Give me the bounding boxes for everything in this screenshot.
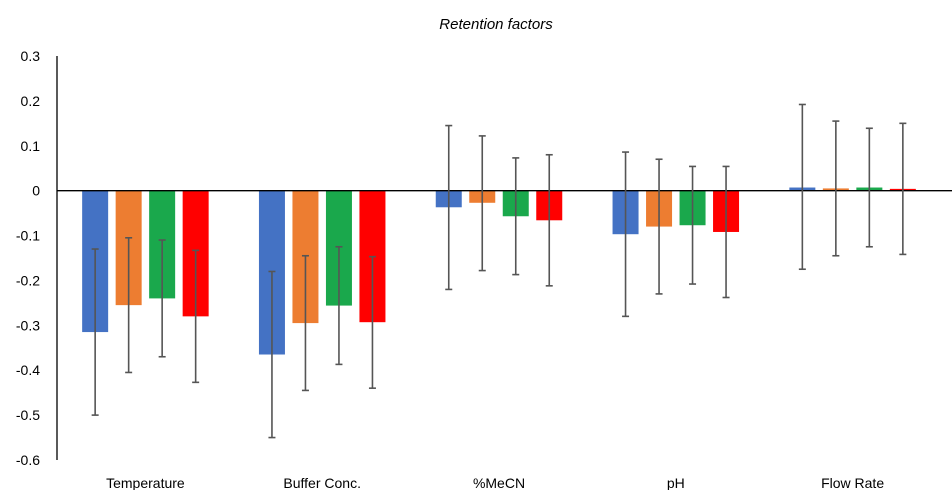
y-tick-label: -0.6 (16, 452, 40, 468)
y-tick-label: -0.4 (16, 362, 40, 378)
x-category-label: pH (667, 475, 685, 490)
y-tick-label: -0.2 (16, 272, 40, 288)
y-tick-label: -0.1 (16, 228, 40, 244)
x-category-label: Temperature (106, 475, 185, 490)
y-tick-label: 0.2 (21, 93, 41, 109)
chart-title: Retention factors (439, 16, 553, 33)
y-tick-label: 0 (32, 183, 40, 199)
x-category-label: %MeCN (473, 475, 525, 490)
x-category-label: Flow Rate (821, 475, 884, 490)
y-tick-label: 0.1 (21, 138, 41, 154)
y-tick-label: -0.3 (16, 317, 40, 333)
x-category-label: Buffer Conc. (283, 475, 361, 490)
y-tick-label: 0.3 (21, 48, 41, 64)
y-tick-label: -0.5 (16, 407, 40, 423)
